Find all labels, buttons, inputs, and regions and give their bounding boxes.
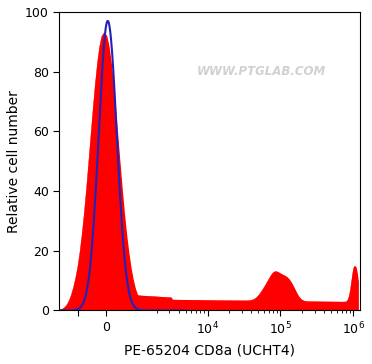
Y-axis label: Relative cell number: Relative cell number [7,90,21,233]
X-axis label: PE-65204 CD8a (UCHT4): PE-65204 CD8a (UCHT4) [124,343,295,357]
Text: WWW.PTGLAB.COM: WWW.PTGLAB.COM [196,65,326,78]
